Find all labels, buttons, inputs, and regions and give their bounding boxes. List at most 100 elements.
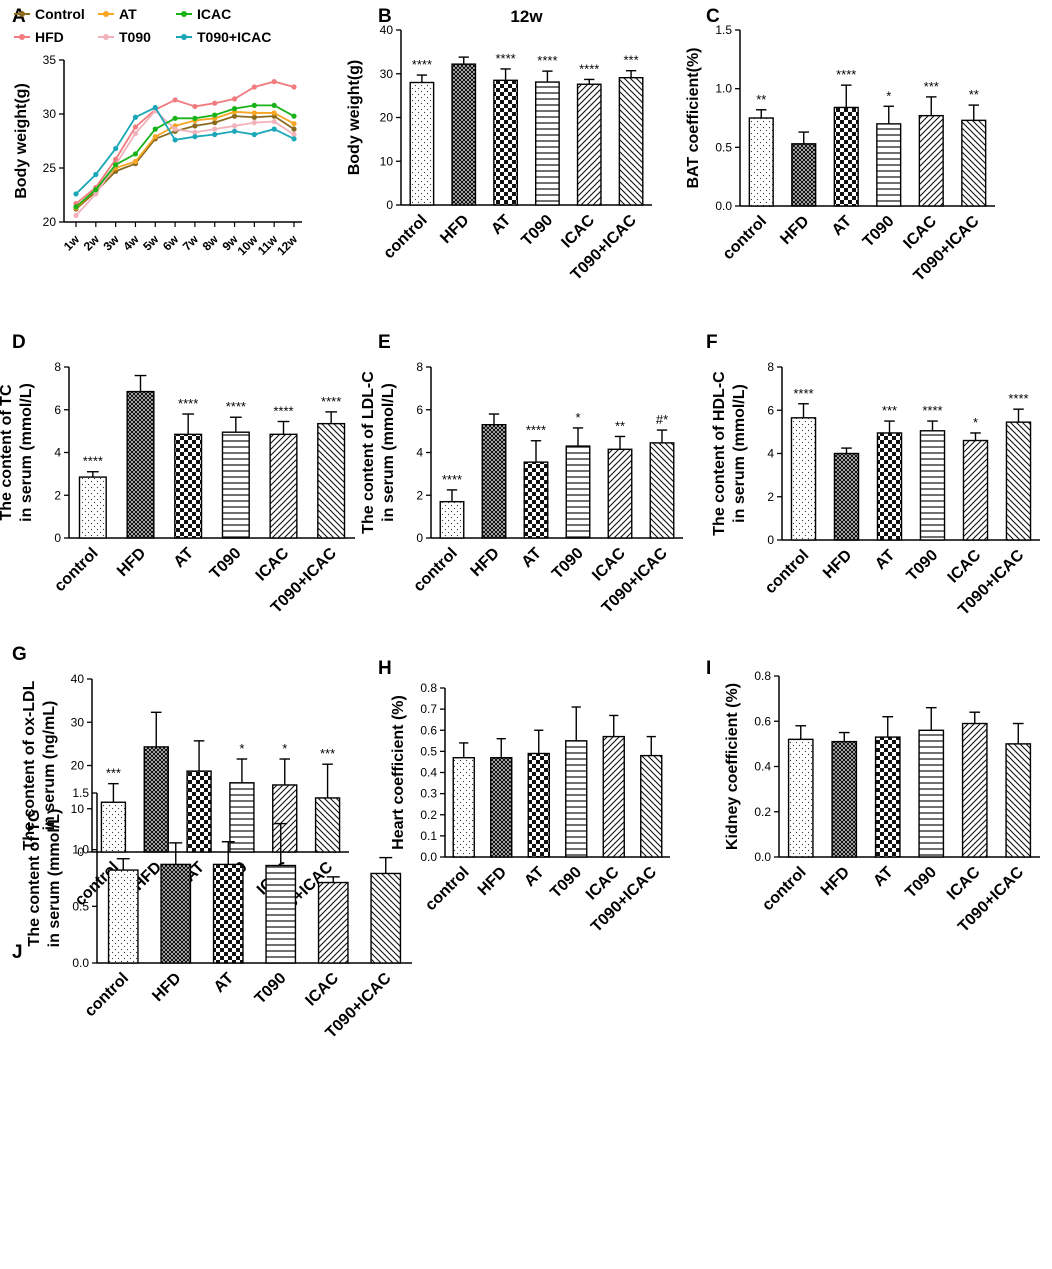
data-point <box>271 126 277 132</box>
y-axis-title-line1: The content of HDL-C <box>711 371 728 536</box>
y-tick-label: 0.0 <box>715 199 732 213</box>
bar-hfd <box>833 452 860 541</box>
y-tick-label: 0 <box>54 531 61 545</box>
x-tick-label: AT <box>872 547 898 573</box>
x-tick-label: HFD <box>114 545 149 580</box>
bar-t090 <box>565 740 588 858</box>
y-axis-title-line1: The content of LDL-C <box>360 371 377 534</box>
panel-f: F 0 2 4 6 8 The content of HDL-C in serum (mmol… <box>706 332 1040 619</box>
significance-label: ** <box>615 418 625 433</box>
y-tick-label: 6 <box>416 403 423 417</box>
significance-label: **** <box>412 57 432 72</box>
legend-label: HFD <box>35 29 64 45</box>
x-tick-label: control <box>762 547 812 597</box>
series-line-icac <box>75 104 295 208</box>
significance-label: #* <box>656 412 668 427</box>
y-axis-title-line2: in serum (ng/mL) <box>41 701 58 831</box>
x-tick-label: T090 <box>904 547 942 585</box>
y-tick-label: 8 <box>54 360 61 374</box>
significance-label: * <box>575 410 580 425</box>
bar-t090-plus-icac <box>961 119 987 207</box>
y-axis-title-line1: The content of TC <box>0 384 15 520</box>
bar-at <box>212 863 244 964</box>
data-point <box>132 114 139 120</box>
y-tick-label: 30 <box>380 67 394 81</box>
x-tick-label: AT <box>829 213 855 239</box>
bar-control <box>78 476 107 539</box>
panel-label-i: I <box>706 658 711 679</box>
significance-label: *** <box>882 403 897 418</box>
data-point <box>132 151 139 157</box>
bar-t090 <box>265 864 297 964</box>
bar-control <box>787 738 814 858</box>
legend-label: ICAC <box>197 6 231 22</box>
bar-t090-plus-icac <box>1005 421 1032 541</box>
bar-icac <box>607 448 633 539</box>
y-tick-label: 20 <box>71 759 85 773</box>
y-tick-label: 0.6 <box>420 723 437 737</box>
legend-label: Control <box>35 6 85 22</box>
significance-label: **** <box>1008 391 1028 406</box>
significance-label: *** <box>106 766 121 781</box>
x-tick-label: HFD <box>820 547 855 582</box>
x-tick-label: control <box>410 545 460 595</box>
bar-hfd <box>490 757 513 858</box>
y-tick-label: 1.5 <box>72 786 89 800</box>
y-tick-label: 0.0 <box>420 850 437 864</box>
data-point <box>251 102 257 108</box>
x-tick-label: 8w <box>200 232 222 254</box>
data-point <box>291 136 297 142</box>
bar-icac <box>962 439 989 541</box>
x-tick-label: HFD <box>818 864 853 899</box>
bar-icac <box>918 114 944 207</box>
legend-marker <box>19 11 25 17</box>
data-point <box>212 120 218 126</box>
y-axis-title: Kidney coefficient (%) <box>724 683 741 850</box>
y-tick-label: 0.6 <box>754 714 771 728</box>
bar-t090 <box>221 431 250 539</box>
y-tick-label: 0.4 <box>754 760 771 774</box>
panel-j: J 0.0 0.5 1.0 1.5 The content of TG in serum (… <box>12 786 412 1042</box>
data-point <box>212 126 218 132</box>
y-axis-title-line1: The content of ox-LDL <box>21 680 38 850</box>
bar-icac <box>317 881 349 964</box>
x-tick-label: AT <box>521 864 547 890</box>
x-tick-label: T090 <box>252 970 290 1008</box>
y-tick-label: 1.0 <box>72 843 89 857</box>
significance-label: **** <box>442 472 462 487</box>
y-tick-label: 8 <box>416 360 423 374</box>
data-point <box>291 113 297 119</box>
y-tick-label: 25 <box>43 161 57 175</box>
x-tick-label: ICAC <box>945 546 985 586</box>
bar-hfd <box>160 863 192 964</box>
significance-label: **** <box>226 399 246 414</box>
y-tick-label: 30 <box>43 107 57 121</box>
bar-control <box>107 869 139 964</box>
y-tick-label: 0.8 <box>754 669 771 683</box>
y-tick-label: 0 <box>386 198 393 212</box>
bar-icac <box>576 83 602 206</box>
x-tick-label: 6w <box>160 232 182 254</box>
legend-marker <box>103 11 109 17</box>
y-axis-title: Heart coefficient (%) <box>390 695 407 850</box>
x-tick-label: ICAC <box>558 211 598 251</box>
bar-t090-plus-icac <box>1005 743 1032 858</box>
y-tick-label: 30 <box>71 715 85 729</box>
legend-marker <box>103 34 109 40</box>
significance-label: *** <box>924 79 939 94</box>
y-tick-label: 0 <box>767 533 774 547</box>
data-point <box>172 137 178 143</box>
x-tick-label: 4w <box>120 232 142 254</box>
legend-marker <box>181 34 187 40</box>
bar-t090-plus-icac <box>370 872 402 964</box>
y-tick-label: 0.0 <box>754 850 771 864</box>
bar-at <box>833 106 859 207</box>
panel-label-a: A <box>12 6 26 27</box>
y-tick-label: 0.5 <box>72 899 89 913</box>
bar-at <box>527 752 550 858</box>
panel-e: E 0 2 4 6 8 The content of LDL-C in serum (mmol… <box>360 332 683 617</box>
y-tick-label: 10 <box>71 802 85 816</box>
significance-label: * <box>239 741 244 756</box>
bar-control <box>409 81 435 206</box>
